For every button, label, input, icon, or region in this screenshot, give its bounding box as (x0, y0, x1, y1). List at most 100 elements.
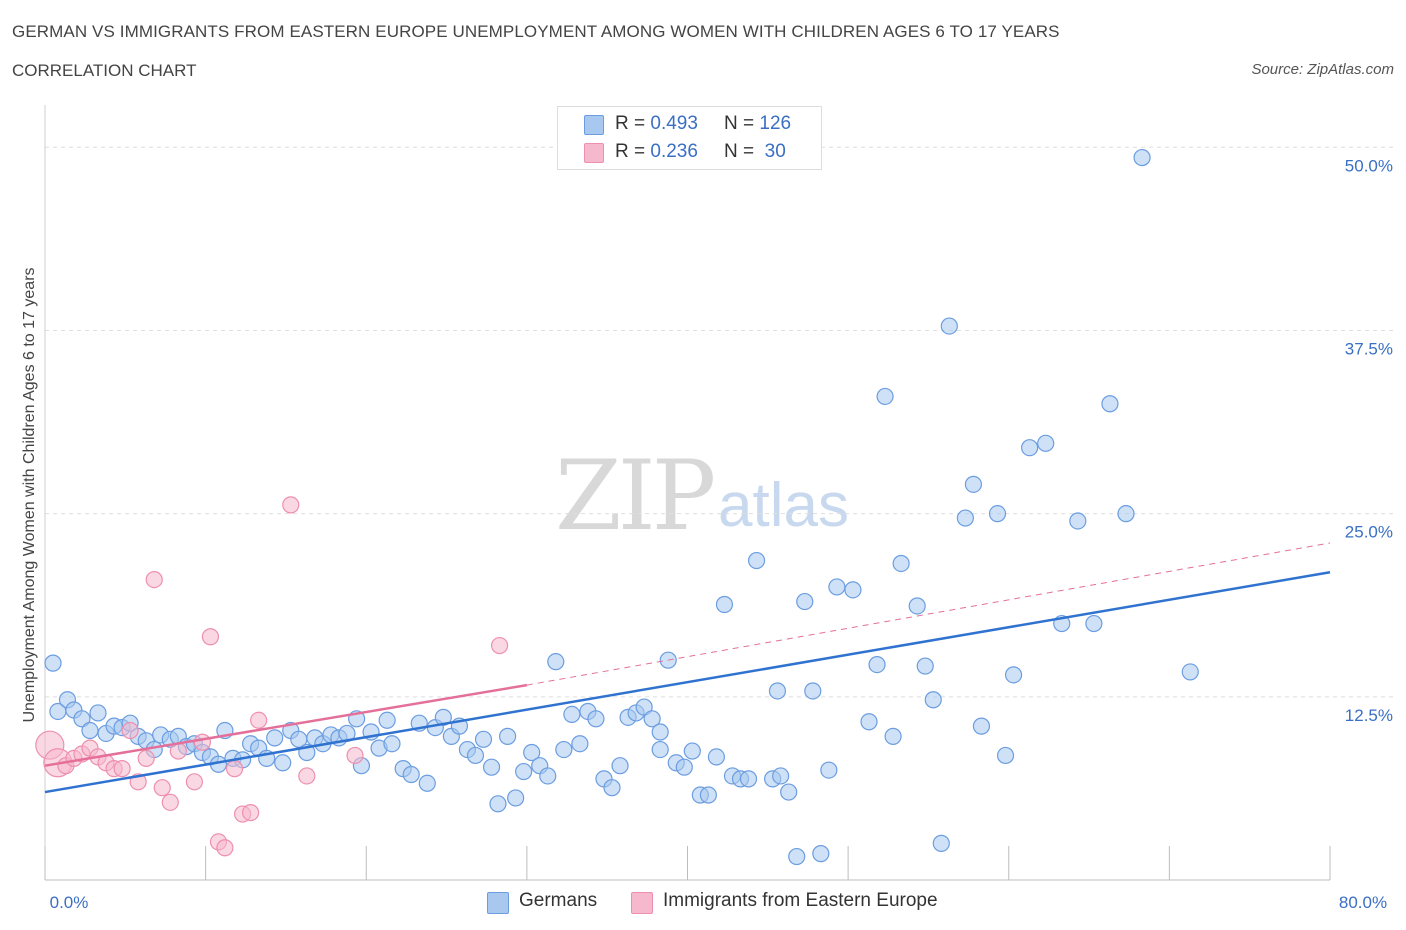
stats-legend-row-germans: R = 0.493 N = 126 (558, 110, 821, 138)
german-point (1085, 614, 1103, 633)
german-point (434, 708, 452, 726)
german-point (571, 735, 589, 753)
germans-legend-label: Germans (519, 890, 598, 911)
immigrant-point (193, 733, 212, 751)
german-point (747, 551, 766, 570)
german-point (788, 847, 806, 866)
immigrant-point (216, 839, 234, 857)
german-point (1101, 395, 1119, 413)
germans-r-value: 0.493 (650, 113, 698, 134)
german-point (499, 727, 517, 745)
german-point (635, 698, 653, 716)
germans-n-value: 126 (759, 113, 792, 134)
immigrant-point (298, 767, 316, 785)
german-point (683, 742, 701, 760)
chart-title: GERMAN VS IMMIGRANTS FROM EASTERN EUROPE… (12, 22, 1060, 41)
german-point (892, 554, 910, 573)
immigrants-r-value: 0.236 (650, 141, 698, 162)
german-point (643, 710, 661, 728)
x-tick-label: 80.0% (1339, 893, 1387, 912)
german-point (603, 779, 621, 797)
german-point (972, 717, 991, 735)
german-point (844, 581, 862, 599)
watermark-zip: ZIP (555, 440, 716, 552)
immigrant-point (242, 803, 260, 822)
german-point (418, 774, 436, 792)
german-point (507, 789, 525, 807)
immigrants-legend-swatch (631, 892, 653, 914)
german-point (739, 770, 758, 788)
y-tick-label: 37.5% (1345, 339, 1393, 358)
german-point (402, 765, 420, 784)
germans-swatch (584, 115, 604, 135)
n-label: N = (724, 141, 760, 162)
german-point (81, 721, 99, 740)
german-point (884, 727, 902, 745)
immigrants-n: N = 30 (724, 141, 786, 163)
german-point (1117, 505, 1135, 523)
watermark-atlas: atlas (718, 471, 849, 540)
immigrant-point (282, 496, 300, 514)
german-point (44, 654, 62, 672)
german-point (1004, 666, 1023, 684)
immigrant-point (161, 793, 179, 811)
german-point (482, 758, 501, 776)
german-point (772, 767, 790, 785)
german-point (828, 578, 846, 596)
german-point (780, 783, 798, 801)
source-label: Source: ZipAtlas.com (1251, 61, 1394, 78)
immigrants-r: R = 0.236 (615, 141, 698, 163)
stats-legend-row-immigrants: R = 0.236 N = 30 (558, 138, 821, 166)
immigrant-point (250, 711, 268, 729)
german-point (563, 705, 581, 724)
immigrant-point (201, 628, 220, 646)
german-point (466, 746, 485, 765)
germans-n: N = 126 (724, 113, 791, 135)
r-label: R = (615, 141, 651, 162)
german-point (868, 655, 886, 674)
german-point (1181, 663, 1199, 681)
german-point (996, 746, 1015, 765)
german-point (611, 757, 629, 775)
german-point (916, 657, 934, 675)
y-tick-label: 25.0% (1345, 523, 1393, 542)
y-tick-label: 12.5% (1345, 706, 1393, 725)
german-point (812, 845, 830, 863)
series-legend: Germans Immigrants from Eastern Europe (0, 889, 1406, 917)
german-point (1021, 439, 1039, 457)
german-point (699, 786, 717, 804)
immigrants-trend-line (44, 683, 528, 767)
german-point (860, 713, 878, 731)
immigrant-point (153, 779, 171, 797)
german-point (89, 704, 107, 722)
germans-legend-swatch (487, 892, 509, 914)
german-point (964, 475, 983, 493)
german-point (555, 740, 573, 759)
r-label: R = (615, 113, 651, 134)
immigrant-point (490, 636, 509, 655)
stats-legend: R = 0.493 N = 126 R = 0.236 N = 30 (557, 106, 822, 170)
german-point (715, 595, 734, 614)
german-point (820, 761, 838, 779)
german-point (768, 682, 787, 700)
germans-r: R = 0.493 (615, 113, 698, 135)
german-point (876, 387, 894, 406)
german-point (651, 740, 669, 759)
german-point (940, 317, 958, 335)
immigrant-point (145, 570, 163, 589)
immigrant-point (225, 760, 244, 778)
x-tick-label: 0.0% (50, 893, 89, 912)
german-point (675, 758, 693, 776)
german-point (796, 592, 814, 611)
german-point (707, 748, 726, 766)
germans-trend-line (44, 571, 1331, 794)
german-point (515, 762, 533, 781)
german-point (378, 711, 396, 729)
german-point (956, 509, 974, 527)
german-point (1037, 434, 1055, 452)
german-point (804, 682, 822, 700)
immigrant-point (137, 749, 155, 767)
german-point (1069, 512, 1087, 530)
german-point (932, 834, 950, 852)
german-point (73, 710, 91, 728)
